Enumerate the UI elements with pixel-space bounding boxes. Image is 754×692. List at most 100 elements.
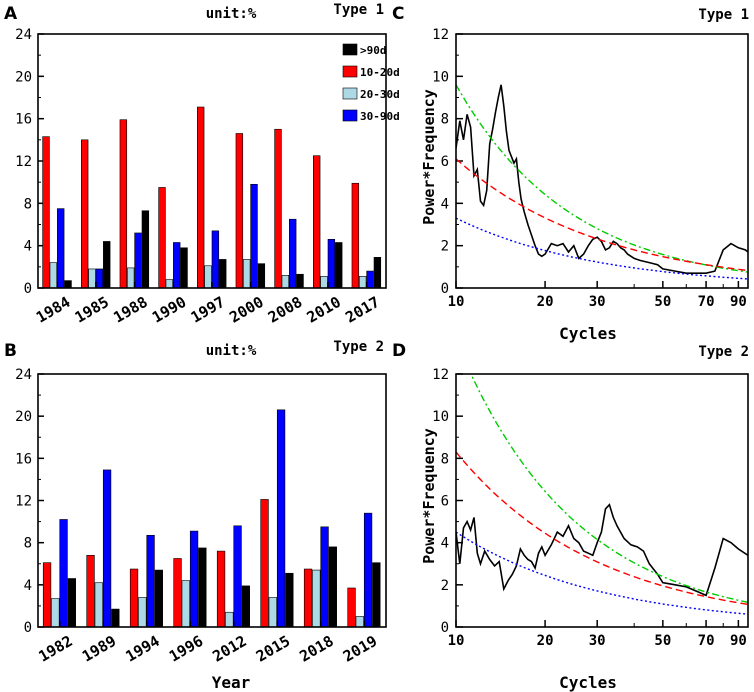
panel-b-y-tick-label: 12: [15, 494, 32, 510]
panel-c-series-spectrum-line: [456, 84, 748, 274]
panel-a-legend-swatch-30-90d: [342, 109, 358, 122]
panel-c-x-tick-label: 30: [589, 294, 606, 310]
panel-a-legend-label: 30-90d: [360, 110, 400, 123]
panel-a-bar-10-20d-1984: [42, 136, 50, 289]
panel-a-x-tick-label: 2017: [342, 293, 382, 327]
panel-d-y-tick-label: 2: [441, 578, 449, 594]
panel-c-y-axis-label: Power*Frequency: [420, 89, 438, 224]
panel-b-bar-30-90d-1994: [146, 534, 155, 628]
panel-a-bar-30-90d-2000: [250, 183, 258, 289]
panel-b-bar-10-20d-2018: [303, 568, 313, 628]
panel-a-y-tick-label: 0: [24, 281, 32, 297]
panel-b-x-tick-label: 1996: [166, 632, 206, 666]
panel-b-x-tick-label: 2012: [209, 632, 249, 666]
panel-a-y-tick-label: 4: [24, 239, 32, 255]
panel-b-bar-10-20d-1996: [173, 558, 182, 628]
panel-c-series-red-line: [456, 158, 748, 272]
panel-c-x-tick-label: 50: [654, 294, 671, 310]
panel-b-title: unit:%: [206, 343, 257, 359]
panel-d-x-tick-label: 70: [698, 633, 715, 649]
panel-b-bar-10-20d-2012: [216, 550, 226, 628]
panel-a-plot-frame: [37, 33, 387, 289]
panel-d-y-tick-label: 0: [441, 620, 449, 636]
panel-a-bar-10-20d-2000: [235, 133, 244, 289]
panel-d-x-axis-label: Cycles: [559, 673, 617, 692]
panel-b-bar-30-90d-1989: [102, 469, 112, 628]
panel-letter-c: C: [392, 4, 404, 24]
panel-c-x-tick-label: 90: [730, 294, 747, 310]
panel-a-type-label: Type 1: [333, 2, 384, 18]
panel-b-bar->90d-1982: [67, 578, 76, 628]
panel-a-x-tick-label: 2000: [226, 293, 266, 327]
panel-a-bar-30-90d-2008: [289, 218, 297, 289]
panel-d-y-axis-label: Power*Frequency: [420, 428, 438, 563]
panel-a-legend-swatch->90d: [342, 43, 358, 56]
panel-d-series-spectrum-line: [456, 503, 748, 597]
panel-a-legend-label: 20-30d: [360, 88, 400, 101]
panel-b-type-label: Type 2: [333, 339, 384, 355]
panel-c-y-tick-label: 8: [441, 112, 449, 128]
panel-b-bar-20-30d-2019: [355, 616, 364, 628]
panel-a-y-tick-label: 8: [24, 196, 32, 212]
panel-b-x-tick-label: 2015: [253, 632, 293, 666]
panel-c-y-tick-label: 4: [441, 196, 449, 212]
panel-a-x-tick-label: 1984: [33, 293, 73, 327]
panel-d-y-tick-label: 8: [441, 451, 449, 467]
panel-b-bar-30-90d-2015: [276, 409, 286, 628]
panel-a-bar-10-20d-2008: [274, 128, 282, 289]
panel-b-bar->90d-2015: [285, 572, 294, 628]
panel-d-y-tick-label: 6: [441, 494, 449, 510]
panel-a-bar-30-90d-2017: [366, 270, 374, 289]
panel-b-bar-10-20d-1989: [86, 555, 95, 628]
panel-a-bar-10-20d-2017: [351, 182, 360, 289]
panel-a-bar->90d-2010: [335, 242, 343, 289]
panel-b-bar->90d-2012: [241, 585, 250, 628]
panel-a-bar-10-20d-2010: [313, 155, 321, 289]
panel-c-y-tick-label: 2: [441, 239, 449, 255]
panel-b-bar->90d-2018: [328, 546, 337, 628]
panel-b-bar->90d-2019: [372, 562, 381, 628]
panel-b-bar-20-30d-1996: [181, 580, 190, 628]
panel-b-bar-10-20d-1982: [42, 562, 52, 628]
panel-a-legend-label: 10-20d: [360, 66, 400, 79]
panel-c-x-tick-label: 10: [448, 294, 465, 310]
panel-a-x-tick-label: 1988: [110, 293, 150, 327]
panel-a-x-tick-label: 2008: [265, 293, 305, 327]
panel-letter-b: B: [4, 341, 17, 361]
panel-b-bar-30-90d-2012: [233, 525, 242, 628]
panel-d-series-blue-line: [456, 531, 748, 615]
panel-a-bar-chart: unit:% Type 1 04812162024198419851988199…: [15, 2, 400, 327]
panel-d-x-tick-label: 20: [537, 633, 554, 649]
panel-b-y-tick-label: 4: [24, 578, 32, 594]
panel-a-bar->90d-2000: [257, 263, 266, 289]
panel-a-bar-20-30d-1990: [165, 279, 174, 289]
panel-d-type-label: Type 2: [698, 344, 749, 360]
panel-a-bar-30-90d-1988: [134, 232, 142, 289]
panel-a-y-tick-label: 12: [15, 154, 32, 170]
panel-b-x-tick-label: 2018: [296, 632, 336, 666]
panel-c-x-tick-label: 70: [698, 294, 715, 310]
panel-b-x-tick-label: 1989: [79, 632, 119, 666]
panel-b-bar-20-30d-2018: [312, 569, 321, 628]
panel-b-bar-20-30d-1994: [138, 597, 147, 628]
panel-d-y-tick-label: 4: [441, 536, 449, 552]
panel-a-bar->90d-2008: [296, 273, 304, 289]
panel-b-bar-10-20d-2015: [260, 499, 269, 628]
panel-a-bar-10-20d-1985: [81, 139, 89, 289]
panel-a-bar-20-30d-1985: [88, 268, 96, 289]
panel-d-series-red-line: [456, 451, 748, 606]
panel-b-bar->90d-1996: [198, 547, 207, 628]
panel-b-bar-20-30d-1989: [94, 582, 103, 628]
panel-c-y-tick-label: 12: [432, 27, 449, 43]
panel-a-bar-20-30d-2017: [359, 276, 367, 289]
panel-d-x-tick-label: 50: [654, 633, 671, 649]
panel-a-bar-10-20d-1990: [158, 187, 166, 289]
panel-a-legend-swatch-20-30d: [342, 87, 358, 100]
panel-a-bar->90d-2017: [373, 257, 382, 289]
panel-a-bar-30-90d-2010: [327, 239, 336, 289]
panel-c-x-axis-label: Cycles: [559, 324, 617, 343]
panel-c-plot-frame: [455, 33, 749, 289]
panel-b-bar-30-90d-1982: [59, 519, 68, 628]
panel-c-line-chart: Type 1 Cycles Power*Frequency 0 2 4 6 8 10 12 1…: [420, 7, 749, 343]
